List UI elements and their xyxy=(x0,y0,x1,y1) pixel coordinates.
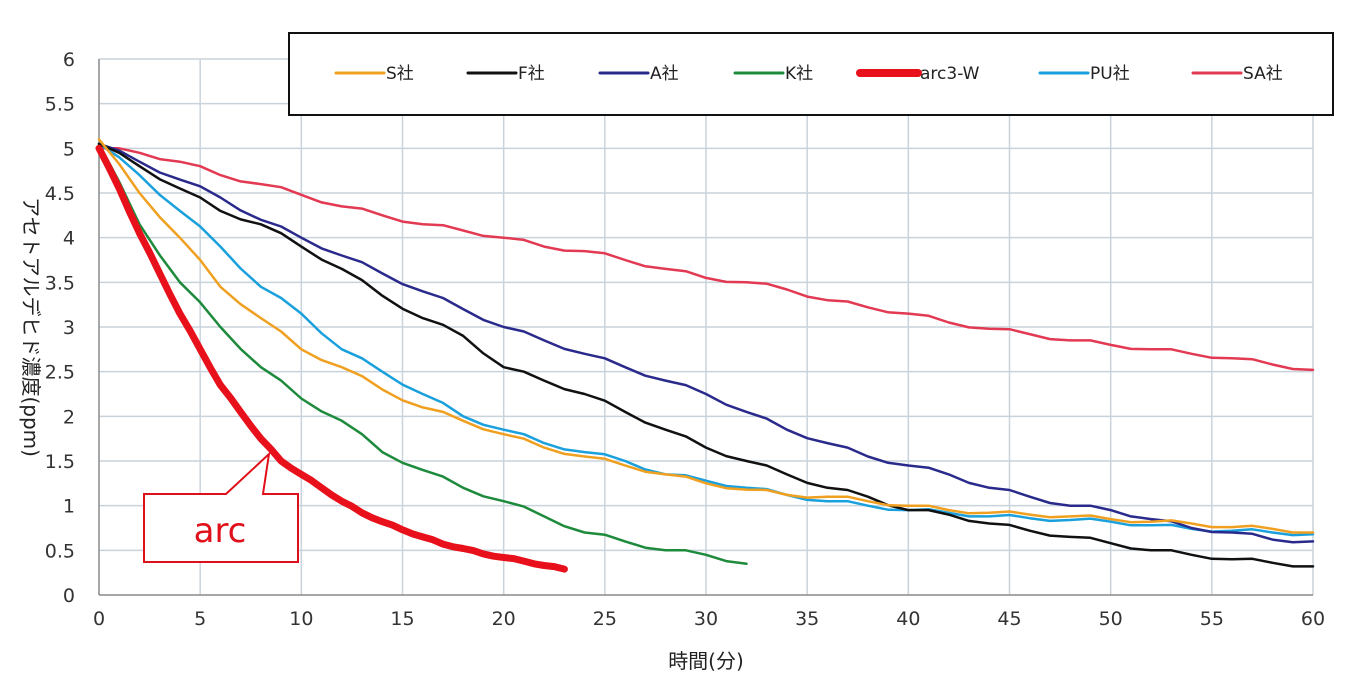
series-line-1 xyxy=(97,138,1315,534)
x-axis-title: 時間(分) xyxy=(668,649,744,673)
y-tick-label: 4.5 xyxy=(45,183,75,205)
legend-label-2: F社 xyxy=(518,64,545,84)
series-line-7 xyxy=(97,147,1315,372)
grid xyxy=(99,58,1314,595)
callout-text: arc xyxy=(194,511,247,551)
series-line-2 xyxy=(97,142,1315,568)
y-tick-label: 0.5 xyxy=(45,540,75,562)
series-line-4 xyxy=(97,142,748,565)
x-tick-label: 25 xyxy=(593,608,617,630)
y-tick-label: 1.5 xyxy=(45,451,75,473)
legend-label-5: arc3-W xyxy=(920,64,980,84)
legend-label-1: S社 xyxy=(386,64,414,84)
x-tick-label: 5 xyxy=(194,608,206,630)
y-axis-title: アセトアルデヒド濃度(ppm) xyxy=(19,197,43,457)
x-tick-label: 35 xyxy=(795,608,819,630)
x-tick-label: 20 xyxy=(492,608,516,630)
x-tick-label: 10 xyxy=(289,608,313,630)
x-tick-label: 55 xyxy=(1200,608,1224,630)
x-tick-label: 30 xyxy=(694,608,718,630)
series-layer xyxy=(95,138,1315,573)
y-tick-labels: 0 0.5 1 1.5 2 2.5 3 3.5 4 4.5 5 5.5 6 xyxy=(45,49,75,607)
x-tick-label: 40 xyxy=(896,608,920,630)
y-tick-label: 5.5 xyxy=(45,94,75,116)
y-tick-label: 5 xyxy=(63,138,75,160)
x-tick-label: 15 xyxy=(390,608,414,630)
y-tick-label: 1 xyxy=(63,496,75,518)
x-tick-label: 60 xyxy=(1301,608,1325,630)
y-tick-label: 3 xyxy=(63,317,75,339)
series-line-3 xyxy=(97,142,1315,544)
callout-box xyxy=(143,451,299,563)
legend-label-7: SA社 xyxy=(1243,64,1283,84)
x-tick-labels: 0 5 10 15 20 25 30 35 40 45 50 55 60 xyxy=(93,608,1325,630)
legend-label-6: PU社 xyxy=(1090,64,1130,84)
y-tick-label: 2.5 xyxy=(45,362,75,384)
callout: arc xyxy=(143,451,299,563)
series-line-6 xyxy=(97,142,1315,537)
series-line-5 xyxy=(95,144,568,573)
legend-label-3: A社 xyxy=(650,64,679,84)
x-tick-label: 0 xyxy=(93,608,105,630)
legend-box xyxy=(288,32,1334,116)
y-tick-label: 3.5 xyxy=(45,272,75,294)
y-tick-label: 4 xyxy=(63,228,75,250)
x-tick-label: 45 xyxy=(997,608,1021,630)
y-tick-label: 0 xyxy=(63,585,75,607)
legend: S社 F社 A社 K社 arc3-W PU社 SA社 xyxy=(288,32,1334,116)
y-tick-label: 2 xyxy=(63,406,75,428)
y-tick-label: 6 xyxy=(63,49,75,71)
x-tick-label: 50 xyxy=(1099,608,1123,630)
legend-label-4: K社 xyxy=(785,64,813,84)
